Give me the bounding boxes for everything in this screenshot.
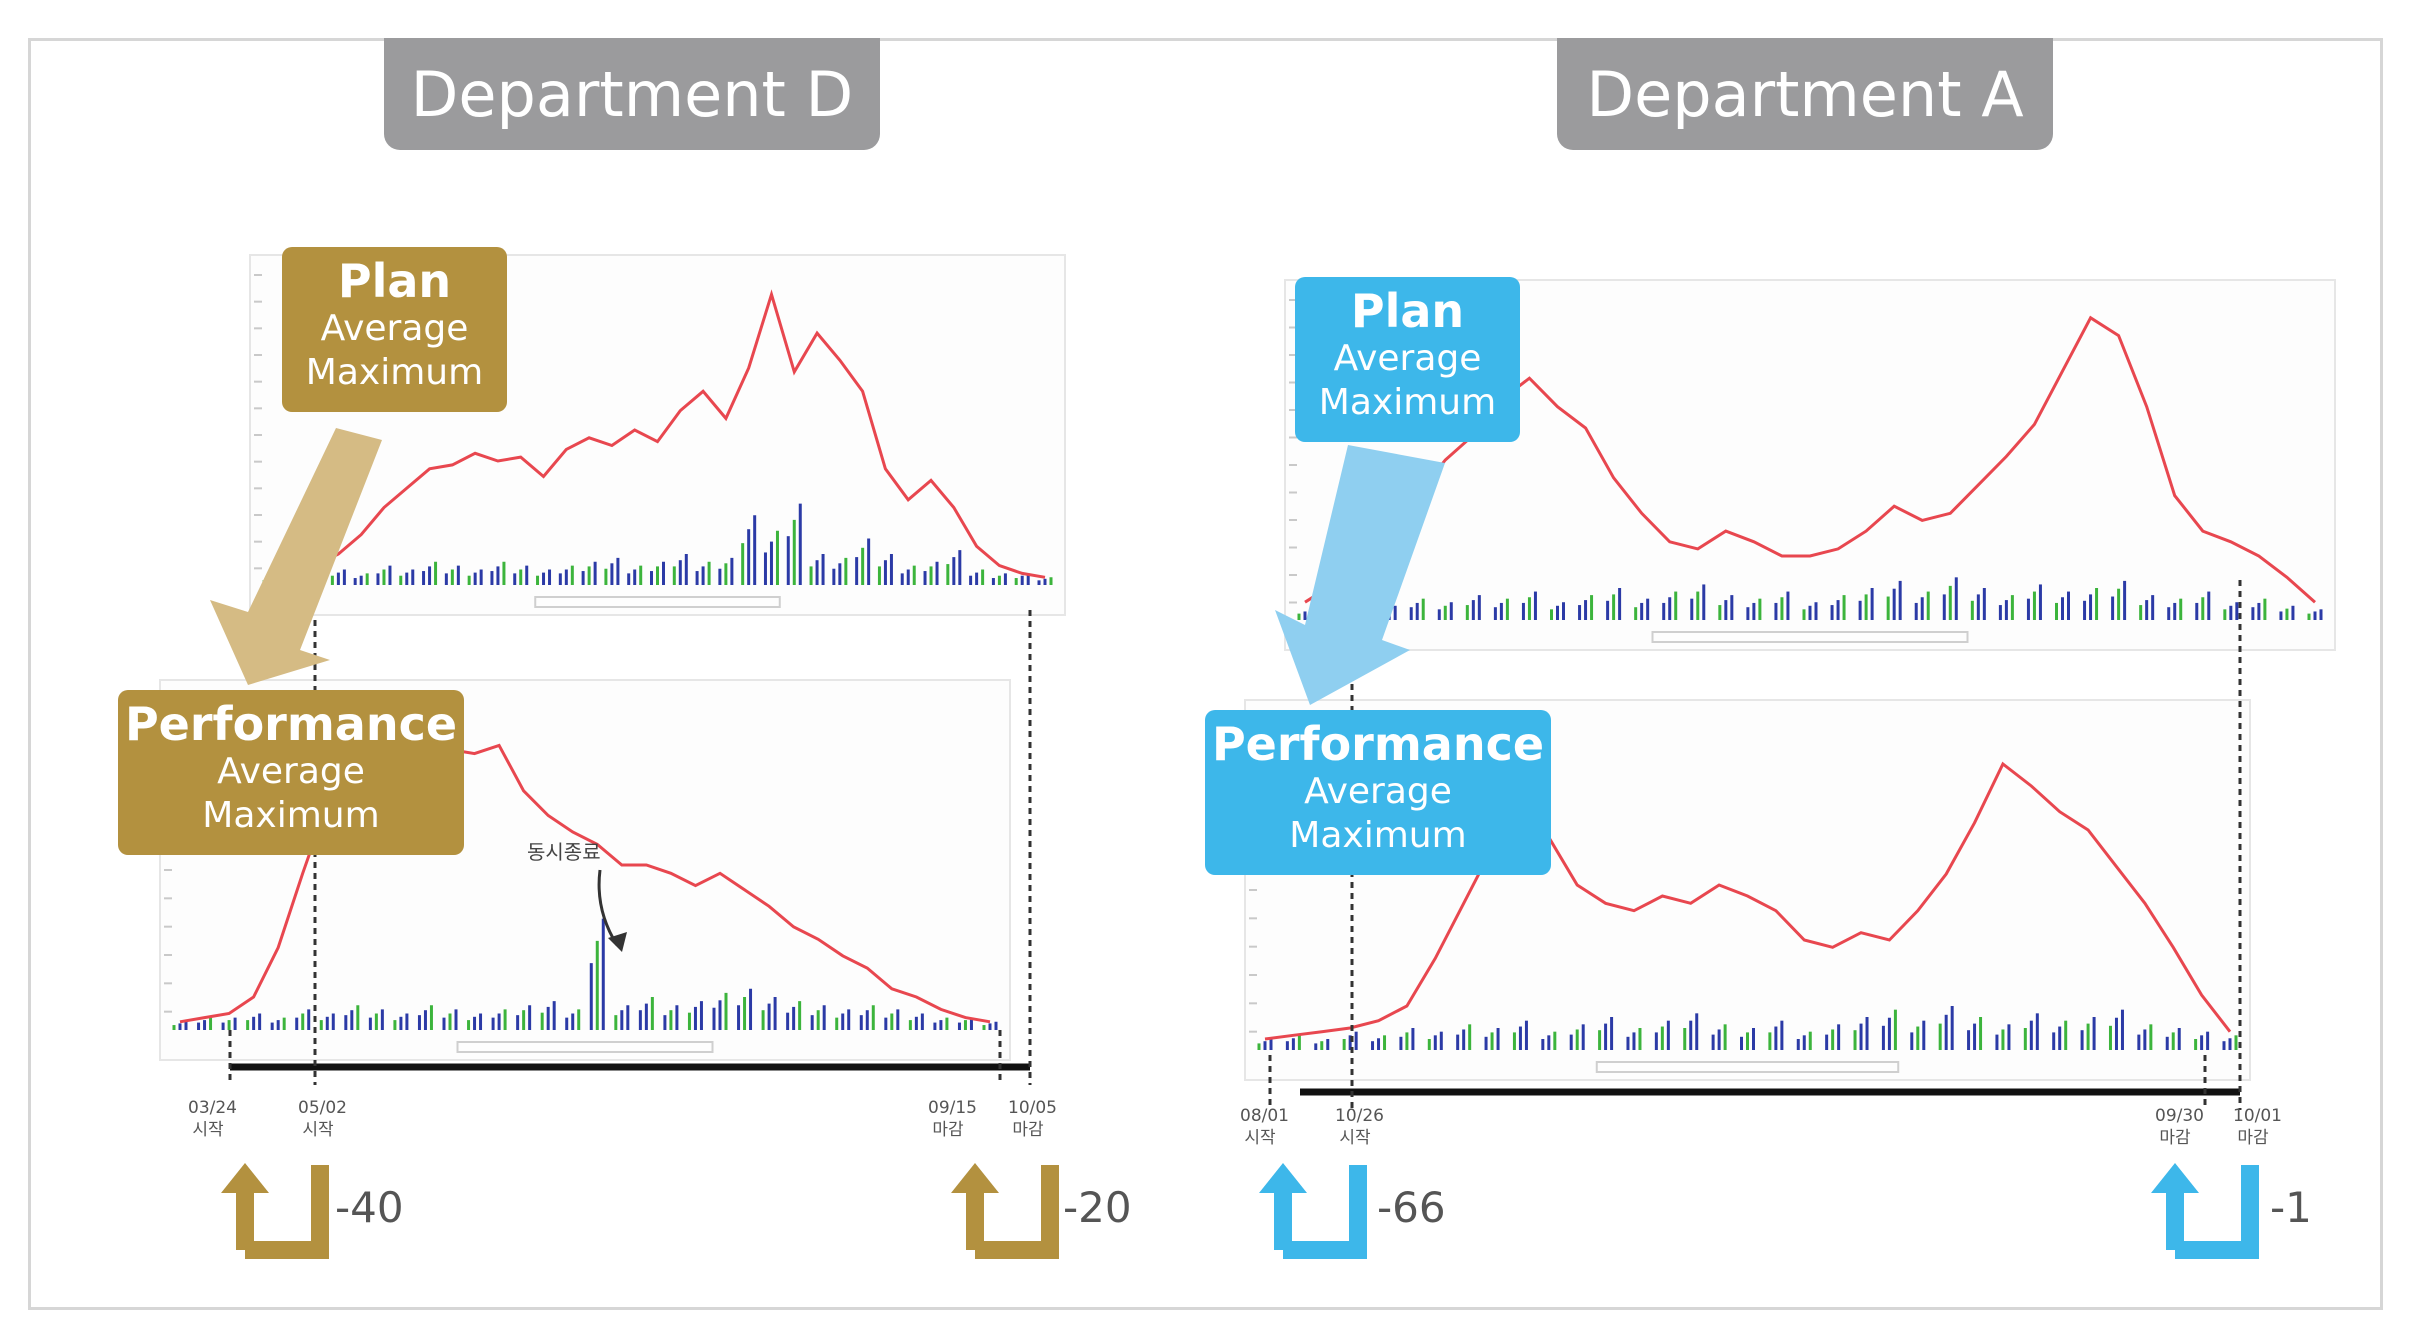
date-word: 시작 xyxy=(302,1120,334,1140)
offset-value: -1 xyxy=(2270,1183,2312,1232)
date-label: 09/30 마감 xyxy=(2155,1105,2204,1149)
offset-value: -20 xyxy=(1063,1183,1132,1232)
date-label: 05/02 시작 xyxy=(298,1097,347,1141)
figure-frame xyxy=(28,38,2383,1310)
turn-up-arrow-head xyxy=(221,1163,269,1193)
turn-up-arrow-head xyxy=(2151,1163,2199,1193)
date-label: 08/01 시작 xyxy=(1240,1105,1289,1149)
date-value: 10/01 xyxy=(2233,1106,2282,1126)
legend-box xyxy=(456,1041,714,1053)
performance-label-maximum: Maximum xyxy=(1289,815,1467,856)
down-left-arrow-icon xyxy=(1275,445,1445,705)
average-line xyxy=(269,289,1046,579)
date-label: 10/01 마감 xyxy=(2233,1105,2282,1149)
date-label: 10/26 시작 xyxy=(1335,1105,1384,1149)
legend-box xyxy=(534,596,781,608)
date-label: 10/05 마감 xyxy=(1008,1097,1057,1141)
date-word: 시작 xyxy=(1339,1128,1371,1148)
date-word: 마감 xyxy=(1012,1120,1044,1140)
legend-box xyxy=(1595,1061,1900,1073)
plan-label-maximum: Maximum xyxy=(1318,382,1497,423)
dept-d-plan-label: Plan Average Maximum xyxy=(282,247,507,412)
plan-label-title: Plan xyxy=(337,254,452,308)
simultaneous-end-annotation: 동시종료 xyxy=(527,840,601,864)
date-word: 시작 xyxy=(192,1120,224,1140)
date-word: 마감 xyxy=(932,1120,964,1140)
performance-label-title: Performance xyxy=(1211,717,1545,771)
plan-label-average: Average xyxy=(1333,338,1482,379)
date-value: 10/26 xyxy=(1335,1106,1384,1126)
performance-label-title: Performance xyxy=(124,697,458,751)
performance-label-maximum: Maximum xyxy=(202,795,380,836)
date-label: 03/24 시작 xyxy=(188,1097,237,1141)
plan-label-average: Average xyxy=(320,308,469,349)
date-value: 08/01 xyxy=(1240,1106,1289,1126)
date-value: 05/02 xyxy=(298,1098,347,1118)
offset-value: -40 xyxy=(335,1183,404,1232)
date-value: 09/30 xyxy=(2155,1106,2204,1126)
date-value: 03/24 xyxy=(188,1098,237,1118)
average-line xyxy=(1264,761,2232,1041)
offset-value: -66 xyxy=(1377,1183,1446,1232)
department-a-title: Department A xyxy=(1557,38,2053,150)
date-word: 시작 xyxy=(1244,1128,1276,1148)
date-word: 마감 xyxy=(2237,1128,2269,1148)
dept-a-plan-label: Plan Average Maximum xyxy=(1295,277,1520,442)
annotation-arrow-head xyxy=(608,932,627,952)
date-label: 09/15 마감 xyxy=(928,1097,977,1141)
dept-a-performance-label: Performance Average Maximum xyxy=(1205,710,1551,875)
plan-label-maximum: Maximum xyxy=(305,352,484,393)
down-left-arrow-icon xyxy=(210,428,382,685)
turn-up-arrow-head xyxy=(951,1163,999,1193)
dept-d-performance-label: Performance Average Maximum xyxy=(118,690,464,855)
date-value: 09/15 xyxy=(928,1098,977,1118)
department-d-title: Department D xyxy=(384,38,880,150)
performance-label-average: Average xyxy=(1304,771,1452,812)
turn-up-arrow-head xyxy=(1259,1163,1307,1193)
performance-label-average: Average xyxy=(217,751,365,792)
date-word: 마감 xyxy=(2159,1128,2191,1148)
legend-box xyxy=(1651,631,1969,643)
plan-label-title: Plan xyxy=(1350,284,1465,338)
date-value: 10/05 xyxy=(1008,1098,1057,1118)
